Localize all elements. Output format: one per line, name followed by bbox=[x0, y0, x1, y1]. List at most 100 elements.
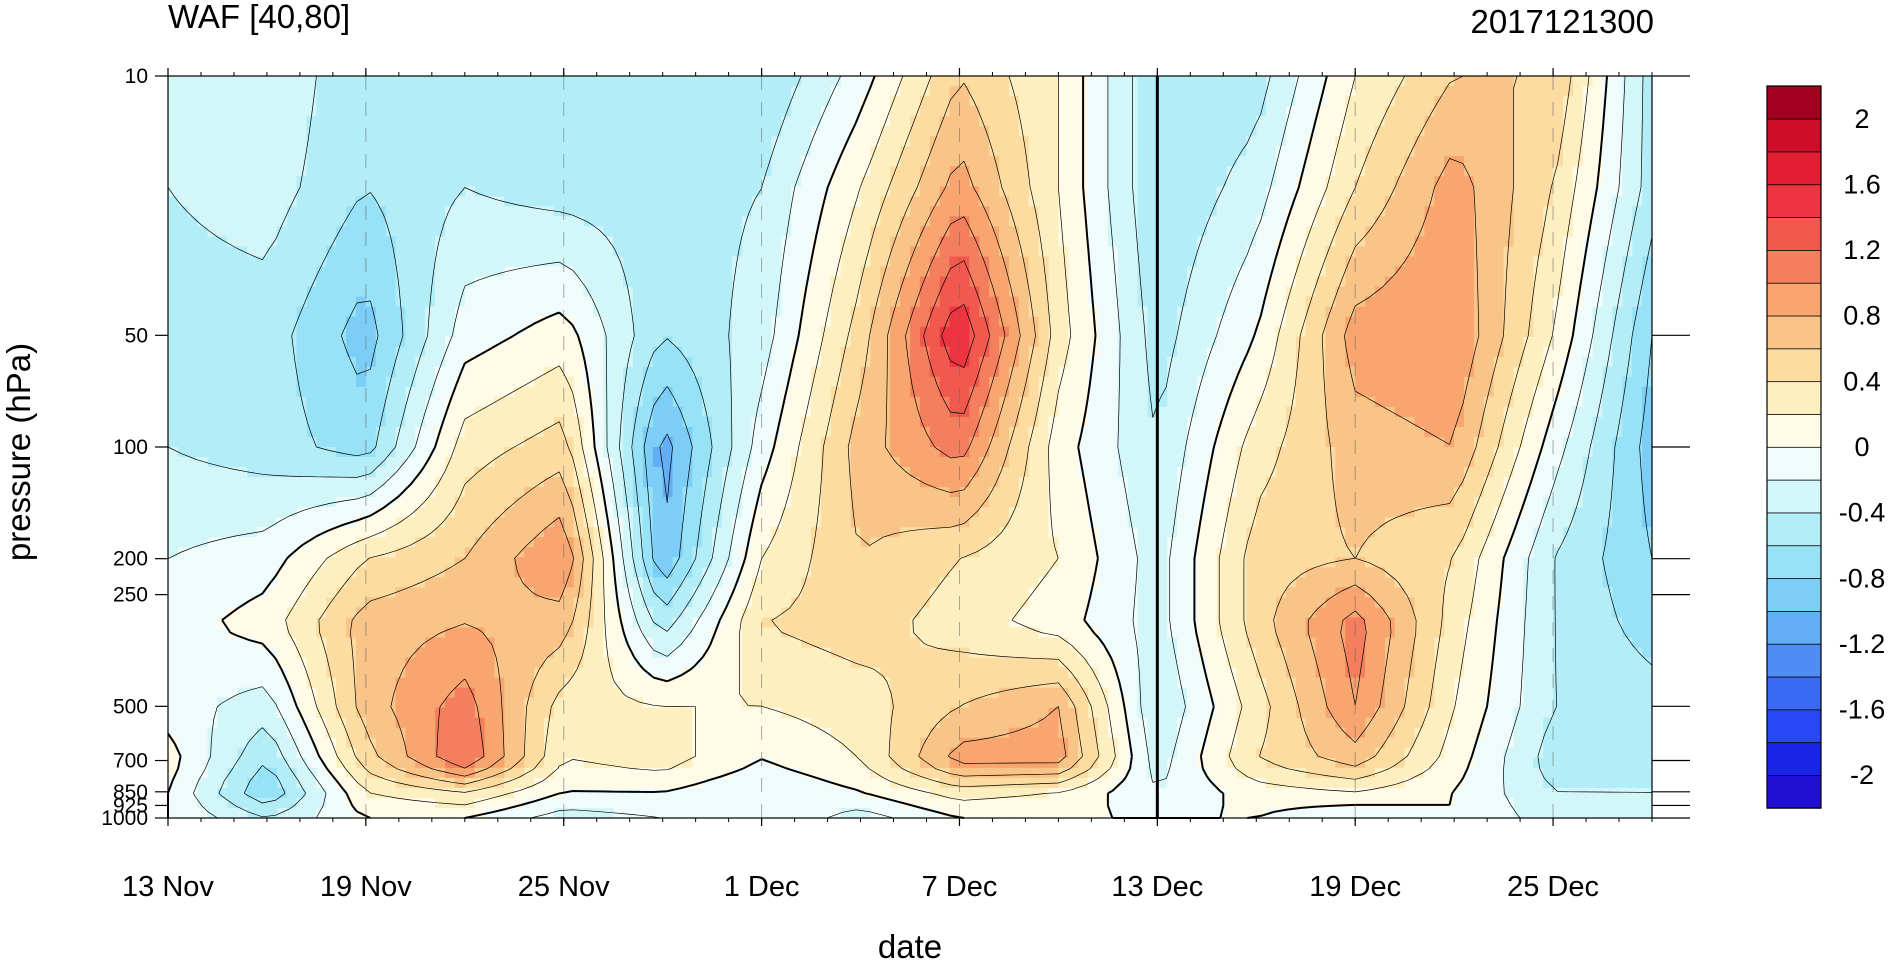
field-cell bbox=[1058, 346, 1069, 358]
field-cell bbox=[494, 386, 505, 398]
field-cell bbox=[741, 376, 753, 388]
field-cell bbox=[168, 346, 179, 358]
field-cell bbox=[306, 286, 317, 298]
field-cell bbox=[1127, 196, 1139, 207]
field-cell bbox=[939, 356, 951, 368]
field-cell bbox=[1117, 96, 1129, 107]
field-cell bbox=[1473, 146, 1485, 157]
field-cell bbox=[1206, 136, 1218, 147]
field-cell bbox=[1216, 156, 1228, 167]
field-cell bbox=[1088, 196, 1099, 207]
field-cell bbox=[979, 266, 990, 278]
field-cell bbox=[543, 236, 555, 248]
field-cell bbox=[1236, 176, 1247, 187]
field-cell bbox=[504, 276, 515, 288]
field-cell bbox=[1424, 316, 1435, 328]
field-cell bbox=[632, 196, 644, 207]
field-cell bbox=[1434, 146, 1445, 157]
field-cell bbox=[969, 346, 980, 358]
field-cell bbox=[474, 186, 486, 197]
field-cell bbox=[1454, 386, 1465, 398]
field-cell bbox=[445, 106, 456, 117]
field-cell bbox=[494, 196, 505, 207]
field-cell bbox=[425, 376, 436, 388]
field-cell bbox=[563, 146, 575, 157]
field-cell bbox=[1464, 216, 1475, 228]
field-cell bbox=[1018, 296, 1030, 308]
field-cell bbox=[276, 216, 288, 228]
field-cell bbox=[979, 126, 990, 137]
field-cell bbox=[939, 166, 951, 177]
field-cell bbox=[435, 226, 446, 238]
field-cell bbox=[712, 166, 723, 177]
field-cell bbox=[1226, 216, 1238, 228]
field-cell bbox=[336, 296, 347, 308]
field-cell bbox=[1424, 366, 1435, 378]
field-cell bbox=[1246, 186, 1257, 197]
field-cell bbox=[781, 96, 792, 107]
field-cell bbox=[1226, 246, 1238, 258]
field-cell bbox=[415, 386, 426, 398]
field-cell bbox=[336, 106, 347, 117]
field-cell bbox=[1088, 206, 1099, 217]
field-cell bbox=[1147, 226, 1158, 238]
field-cell bbox=[316, 146, 327, 157]
field-cell bbox=[870, 306, 881, 318]
field-cell bbox=[563, 326, 575, 338]
field-cell bbox=[1157, 306, 1168, 318]
field-cell bbox=[395, 76, 407, 87]
field-cell bbox=[365, 136, 377, 147]
field-cell bbox=[1622, 186, 1633, 197]
field-cell bbox=[652, 156, 664, 167]
field-cell bbox=[1008, 376, 1020, 388]
field-cell bbox=[524, 316, 535, 328]
field-cell bbox=[1365, 376, 1376, 388]
field-cell bbox=[1068, 286, 1079, 298]
field-cell bbox=[761, 366, 773, 378]
field-cell bbox=[257, 206, 268, 217]
field-cell bbox=[593, 146, 604, 157]
field-cell bbox=[1503, 216, 1515, 228]
field-cell bbox=[563, 106, 575, 117]
field-cell bbox=[1187, 366, 1198, 378]
field-cell bbox=[1157, 186, 1168, 197]
field-cell bbox=[1602, 76, 1614, 87]
field-cell bbox=[662, 296, 674, 308]
field-cell bbox=[346, 256, 357, 268]
field-cell bbox=[623, 206, 634, 217]
field-cell bbox=[1048, 256, 1059, 268]
field-cell bbox=[870, 336, 881, 348]
field-cell bbox=[1562, 76, 1574, 87]
field-cell bbox=[949, 116, 961, 127]
field-cell bbox=[791, 296, 802, 308]
field-cell bbox=[1276, 286, 1287, 298]
field-cell bbox=[464, 266, 476, 278]
field-cell bbox=[484, 86, 496, 97]
field-cell bbox=[1048, 386, 1059, 398]
field-cell bbox=[445, 246, 456, 258]
field-cell bbox=[919, 96, 931, 107]
field-cell bbox=[1553, 376, 1564, 388]
field-cell bbox=[1177, 196, 1188, 207]
field-cell bbox=[1602, 226, 1614, 238]
field-cell bbox=[731, 176, 743, 187]
field-cell bbox=[1523, 106, 1534, 117]
field-cell bbox=[989, 376, 1000, 388]
field-cell bbox=[1196, 346, 1208, 358]
field-cell bbox=[1008, 76, 1020, 87]
field-cell bbox=[445, 76, 456, 87]
field-cell bbox=[910, 246, 921, 258]
field-cell bbox=[1127, 236, 1139, 248]
field-cell bbox=[1028, 326, 1040, 338]
field-cell bbox=[1137, 166, 1149, 177]
field-cell bbox=[1632, 126, 1643, 137]
field-cell bbox=[435, 286, 446, 298]
field-cell bbox=[979, 226, 990, 238]
field-cell bbox=[237, 276, 248, 288]
field-cell bbox=[1038, 86, 1050, 97]
field-cell bbox=[613, 306, 624, 318]
field-cell bbox=[1018, 166, 1030, 177]
field-cell bbox=[1404, 116, 1416, 127]
field-cell bbox=[1216, 336, 1228, 348]
field-cell bbox=[583, 186, 595, 197]
